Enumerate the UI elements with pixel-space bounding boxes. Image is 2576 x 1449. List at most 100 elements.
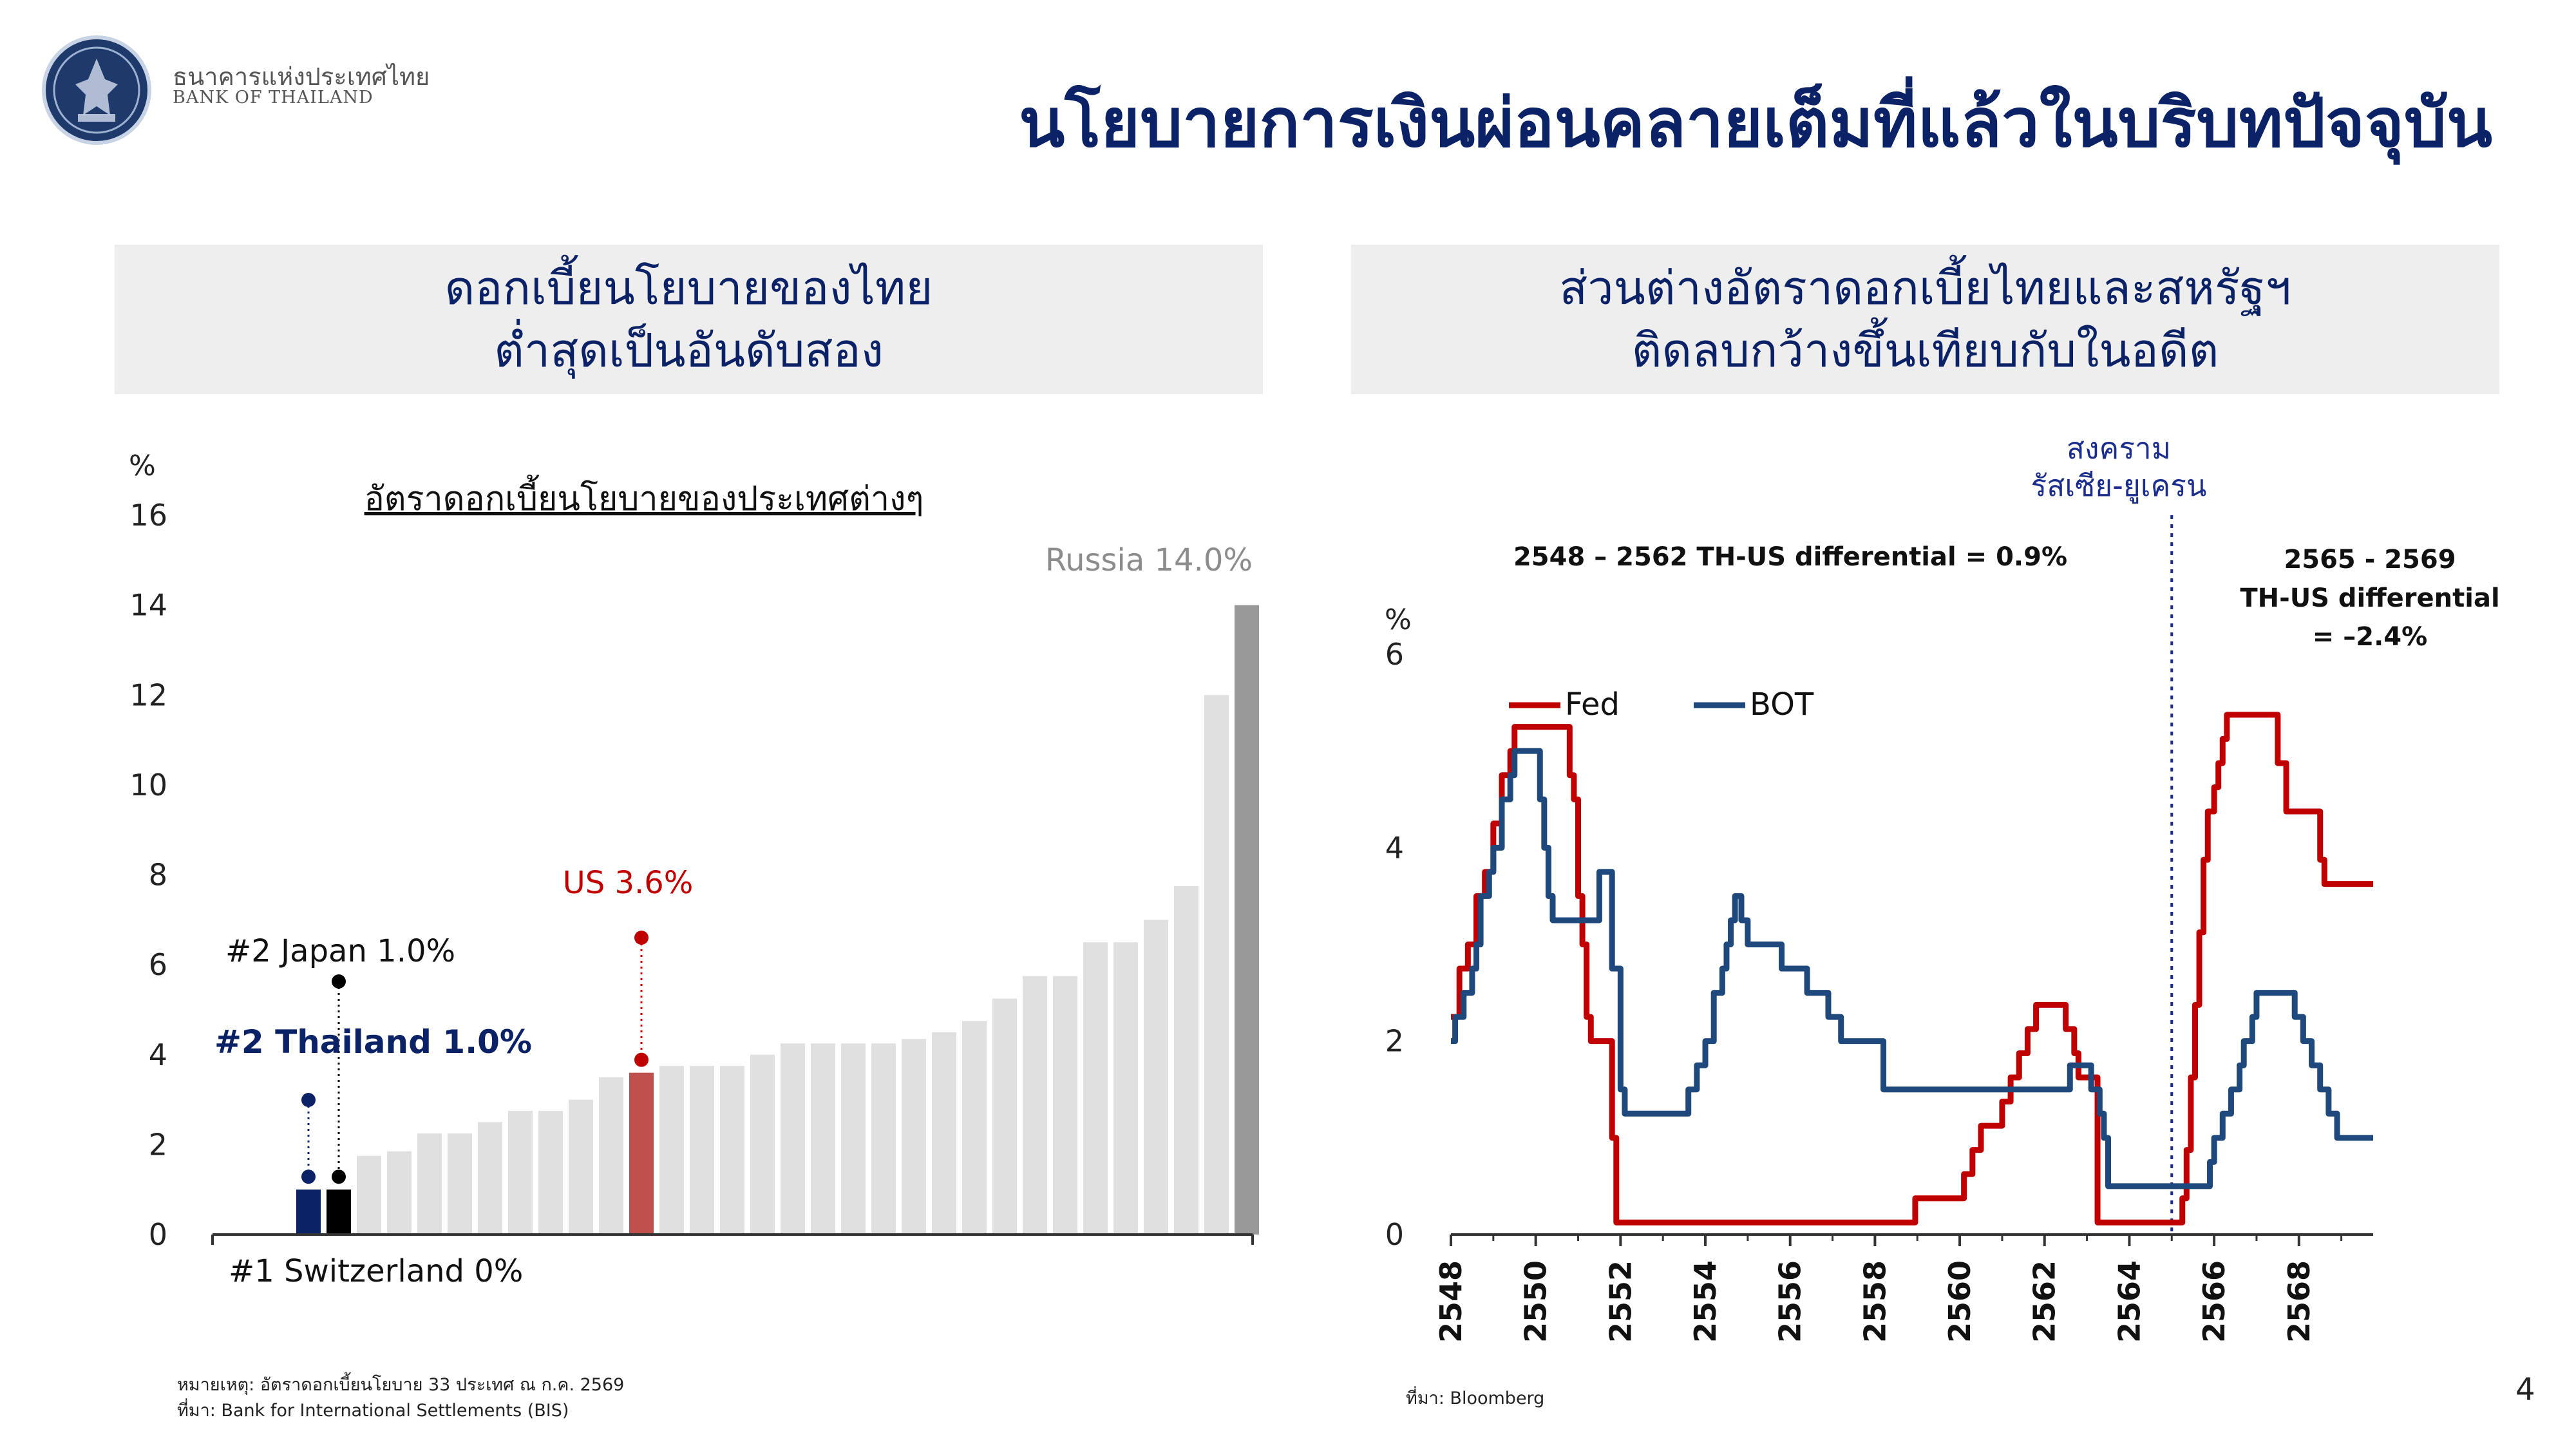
line-x-tick-label: 2560 — [1942, 1260, 1977, 1343]
line-y-axis-ticks: 0 2 4 6 — [1385, 637, 1404, 1252]
war-label-line1: สงคราม — [2067, 431, 2171, 466]
us-marker-bottom-dot — [634, 1052, 649, 1067]
line-x-tick-label: 2564 — [2112, 1260, 2146, 1343]
left-note-line1: หมายเหตุ: อัตราดอกเบี้ยนโยบาย 33 ประเทศ … — [177, 1375, 625, 1395]
japan-marker-bottom-dot — [332, 1170, 346, 1184]
bar-marks — [211, 605, 1259, 1245]
bar — [1083, 942, 1108, 1235]
fed-series-line — [1451, 712, 2373, 1226]
bar-y-tick-label: 2 — [149, 1127, 167, 1162]
bar — [841, 1043, 866, 1235]
bar — [750, 1054, 775, 1235]
bar — [599, 1077, 623, 1235]
war-label-line2: รัสเซีย-ยูเครน — [2031, 468, 2207, 504]
bar — [1053, 976, 1077, 1235]
line-x-axis-ticks: 2548 2550 2552 2554 2556 2558 2560 2562 2564 2566… — [1434, 1235, 2343, 1343]
bar — [387, 1151, 412, 1235]
line-x-tick-label: 2548 — [1434, 1260, 1468, 1343]
line-x-tick-label: 2552 — [1603, 1260, 1638, 1343]
bar — [1144, 920, 1168, 1235]
thailand-marker-bottom-dot — [301, 1170, 316, 1184]
japan-label: #2 Japan 1.0% — [225, 933, 455, 969]
bar-y-tick-label: 10 — [129, 768, 167, 802]
switzerland-label: #1 Switzerland 0% — [229, 1253, 523, 1289]
left-source-line: ที่มา: Bank for International Settlement… — [177, 1401, 569, 1421]
legend-fed-label: Fed — [1565, 687, 1620, 723]
bar-japan — [327, 1189, 351, 1235]
legend-bot-label: BOT — [1750, 687, 1814, 723]
bar-y-tick-label: 0 — [149, 1217, 167, 1252]
us-label: US 3.6% — [563, 865, 694, 901]
bank-of-thailand-seal-icon — [42, 35, 151, 145]
line-x-tick-label: 2562 — [2027, 1260, 2062, 1343]
bar — [932, 1032, 956, 1235]
current-differential-line1: 2565 - 2569 — [2284, 545, 2456, 574]
left-heading-line1: ดอกเบี้ยนโยบายของไทย — [444, 260, 933, 315]
bar — [962, 1021, 987, 1235]
russia-label: Russia 14.0% — [1045, 542, 1253, 578]
current-differential-line2: TH-US differential — [2240, 583, 2499, 613]
bar — [569, 1099, 593, 1235]
right-heading-line1: ส่วนต่างอัตราดอกเบี้ยไทยและสหรัฐฯ — [1559, 260, 2291, 315]
bar — [538, 1111, 563, 1235]
page-title: นโยบายการเงินผ่อนคลายเต็มที่แล้วในบริบทป… — [1019, 84, 2492, 162]
bar — [690, 1066, 714, 1235]
bar-y-tick-label: 12 — [129, 677, 167, 712]
bar-y-unit-label: % — [129, 450, 156, 482]
bar — [508, 1111, 533, 1235]
bot-series-line — [1451, 748, 2373, 1189]
bar — [448, 1133, 472, 1235]
bar-lollipop-markers — [301, 931, 649, 1184]
bar — [811, 1043, 835, 1235]
bar — [992, 998, 1017, 1235]
bar-russia — [1235, 605, 1259, 1235]
bar — [659, 1066, 684, 1235]
japan-marker-top-dot — [332, 974, 346, 989]
right-panel-heading: ส่วนต่างอัตราดอกเบี้ยไทยและสหรัฐฯ ติดลบก… — [1351, 245, 2499, 394]
line-y-tick-label: 2 — [1385, 1024, 1404, 1059]
page-number: 4 — [2515, 1372, 2535, 1408]
line-x-tick-label: 2550 — [1519, 1260, 1553, 1343]
bar-us — [629, 1072, 654, 1235]
us-marker-top-dot — [634, 931, 649, 945]
line-y-tick-label: 6 — [1385, 637, 1404, 672]
line-x-tick-label: 2554 — [1688, 1260, 1723, 1343]
right-heading-line2: ติดลบกว้างขึ้นเทียบกับในอดีต — [1631, 323, 2219, 377]
line-y-tick-label: 0 — [1385, 1217, 1404, 1252]
brand-name-thai: ธนาคารแห่งประเทศไทย — [173, 62, 430, 91]
bar-y-tick-label: 4 — [149, 1037, 167, 1072]
brand-name-english: BANK OF THAILAND — [173, 88, 374, 108]
line-x-tick-label: 2568 — [2282, 1260, 2316, 1343]
bar — [720, 1066, 744, 1235]
bar-y-tick-label: 16 — [129, 498, 167, 533]
past-differential-note: 2548 – 2562 TH-US differential = 0.9% — [1513, 542, 2067, 572]
bar — [1023, 976, 1047, 1235]
left-heading-line2: ต่ำสุดเป็นอันดับสอง — [494, 323, 884, 377]
bar — [417, 1133, 442, 1235]
line-x-tick-label: 2566 — [2197, 1260, 2231, 1343]
thailand-marker-top-dot — [301, 1093, 316, 1107]
bar — [1113, 942, 1138, 1235]
bar — [357, 1155, 381, 1235]
bar-y-tick-label: 14 — [129, 588, 167, 623]
thailand-label: #2 Thailand 1.0% — [214, 1023, 532, 1061]
bar-y-tick-label: 8 — [149, 858, 167, 893]
bar — [781, 1043, 805, 1235]
line-y-unit-label: % — [1385, 603, 1412, 636]
policy-rate-bar-chart: % อัตราดอกเบี้ยนโยบายของประเทศต่างๆ 0 2 4 6… — [129, 450, 1259, 1289]
seal-emblem-graphic — [53, 46, 140, 134]
right-source-line: ที่มา: Bloomberg — [1406, 1388, 1545, 1408]
bar — [1174, 886, 1198, 1235]
left-panel-heading: ดอกเบี้ยนโยบายของไทย ต่ำสุดเป็นอันดับสอง — [115, 245, 1263, 394]
bar-y-tick-label: 6 — [149, 947, 167, 982]
bar — [902, 1039, 926, 1235]
line-x-tick-label: 2556 — [1773, 1260, 1808, 1343]
line-x-tick-label: 2558 — [1857, 1260, 1892, 1343]
current-differential-line3: = –2.4% — [2313, 622, 2427, 652]
bar — [478, 1122, 502, 1235]
bar — [1204, 695, 1229, 1235]
line-y-tick-label: 4 — [1385, 830, 1404, 865]
bar-chart-subtitle: อัตราดอกเบี้ยนโยบายของประเทศต่างๆ — [365, 475, 924, 518]
bar — [871, 1043, 896, 1235]
